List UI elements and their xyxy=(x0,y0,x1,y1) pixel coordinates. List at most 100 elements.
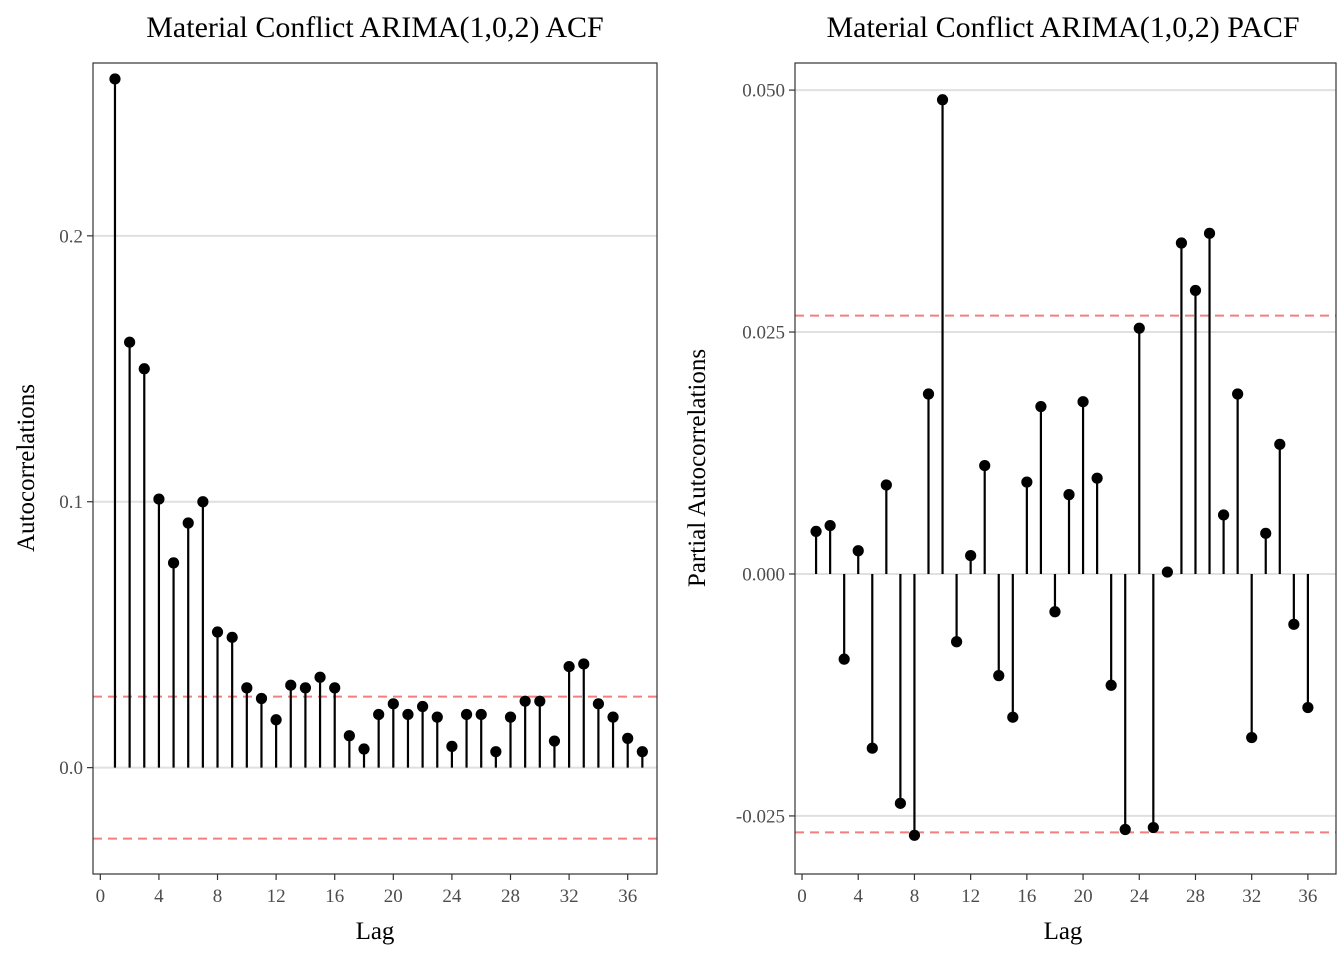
acf-stem-point xyxy=(285,679,297,691)
acf-lag-stem xyxy=(182,517,194,768)
acf-lag-stem xyxy=(417,700,429,768)
acf-lag-stem xyxy=(299,682,312,768)
acf-stem-point xyxy=(431,711,443,723)
acf-stem-point xyxy=(109,73,121,85)
acf-lag-stem xyxy=(431,711,443,768)
acf-lag-stem xyxy=(402,708,414,768)
pacf-lag-stem xyxy=(824,519,836,574)
pacf-stem-point xyxy=(824,519,836,532)
acf-lag-stem xyxy=(504,711,517,768)
acf-stem-point xyxy=(299,682,312,694)
pacf-lag-stem xyxy=(922,388,935,574)
acf-lag-stem xyxy=(607,711,619,768)
acf-stem-point xyxy=(475,708,487,721)
pacf-lag-stem xyxy=(1077,396,1089,574)
pacf-lag-stem xyxy=(1035,400,1047,574)
acf-stem-point xyxy=(314,671,326,683)
acf-y-axis-title: Autocorrelations xyxy=(13,384,40,552)
acf-stem-point xyxy=(124,336,136,348)
pacf-lag-stem xyxy=(1232,388,1244,574)
pacf-lag-stem xyxy=(1021,476,1033,574)
acf-lag-stem xyxy=(241,682,253,768)
pacf-lag-stem xyxy=(936,94,949,574)
acf-y-tick-label: 0.0 xyxy=(59,758,83,779)
pacf-lag-stem xyxy=(1302,573,1314,714)
pacf-plot-frame xyxy=(794,62,1337,875)
pacf-stem-point xyxy=(1091,472,1103,484)
pacf-x-tick-label: 24 xyxy=(1130,886,1150,907)
pacf-x-axis-title: Lag xyxy=(1044,918,1083,945)
acf-lag-stem xyxy=(622,732,634,768)
acf-lag-stem xyxy=(329,682,341,768)
pacf-stem-point xyxy=(1175,237,1188,249)
acf-lag-stem xyxy=(519,695,531,768)
acf-lag-stem xyxy=(548,735,561,768)
acf-x-tick-label: 12 xyxy=(267,886,286,907)
acf-lag-stem xyxy=(475,708,487,768)
acf-lag-stem xyxy=(226,631,238,768)
acf-stem-point xyxy=(373,708,385,721)
acf-stem-point xyxy=(167,557,180,569)
pacf-stem-point xyxy=(1217,509,1230,521)
acf-stem-point xyxy=(592,698,605,710)
acf-stem-point xyxy=(255,692,268,705)
pacf-stem-point xyxy=(1119,823,1131,836)
acf-lag-stem xyxy=(197,496,209,768)
pacf-stem-point xyxy=(1189,284,1202,297)
acf-stem-point xyxy=(446,740,458,752)
acf-lag-stem xyxy=(167,557,180,768)
acf-x-tick-label: 24 xyxy=(442,886,462,907)
acf-lag-stem xyxy=(490,746,502,768)
pacf-x-tick-label: 28 xyxy=(1186,886,1205,907)
pacf-lag-stem xyxy=(894,573,906,809)
acf-y-axis: 0.0 0.1 0.2 xyxy=(59,226,93,779)
acf-plot-frame xyxy=(92,62,658,875)
acf-lag-stem xyxy=(211,626,224,768)
acf-stem-point xyxy=(153,493,165,505)
pacf-lag-stem xyxy=(993,573,1005,682)
pacf-y-axis-title: Partial Autocorrelations xyxy=(684,349,711,587)
acf-x-tick-label: 8 xyxy=(213,886,223,907)
pacf-stem-point xyxy=(1105,679,1117,691)
acf-lag-stem xyxy=(343,730,355,768)
pacf-title: Material Conflict ARIMA(1,0,2) PACF xyxy=(826,11,1299,44)
acf-stem-point xyxy=(578,658,590,670)
pacf-stem-point xyxy=(1161,566,1173,578)
pacf-lag-stem xyxy=(866,573,878,754)
acf-x-axis: 0 4 8 12 16 20 24 28 32 36 xyxy=(96,874,637,907)
pacf-stem-point xyxy=(866,742,878,754)
pacf-lag-stem xyxy=(1105,573,1117,691)
acf-lag-stem xyxy=(255,692,268,768)
acf-x-tick-label: 20 xyxy=(384,886,403,907)
pacf-stem-point xyxy=(965,550,977,562)
acf-stem-point xyxy=(241,682,253,694)
acf-stem-point xyxy=(490,746,502,758)
acf-stems xyxy=(109,73,648,768)
pacf-y-tick-label: 0.050 xyxy=(742,81,785,102)
pacf-lag-stem xyxy=(1189,284,1202,574)
acf-lag-stem xyxy=(285,679,297,768)
pacf-stem-point xyxy=(1035,400,1047,413)
pacf-lag-stem xyxy=(979,459,991,574)
pacf-stem-point xyxy=(979,459,991,472)
pacf-stem-point xyxy=(993,670,1005,682)
acf-lag-stem xyxy=(636,746,648,768)
acf-stem-point xyxy=(358,743,370,755)
acf-stem-point xyxy=(197,496,209,508)
pacf-stem-point xyxy=(1260,527,1272,539)
pacf-lag-stem xyxy=(1147,573,1159,834)
pacf-stems xyxy=(810,94,1314,841)
acf-gridlines xyxy=(93,234,657,769)
acf-stem-point xyxy=(548,735,561,747)
acf-lag-stem xyxy=(563,660,575,768)
acf-x-tick-label: 4 xyxy=(154,886,164,907)
acf-lag-stem xyxy=(153,493,165,768)
pacf-lag-stem xyxy=(1274,438,1286,574)
pacf-x-tick-label: 12 xyxy=(961,886,980,907)
pacf-x-tick-label: 16 xyxy=(1017,886,1036,907)
pacf-y-tick-label: -0.025 xyxy=(736,806,785,827)
pacf-stem-point xyxy=(922,388,935,400)
pacf-x-tick-label: 36 xyxy=(1298,886,1317,907)
acf-lag-stem xyxy=(578,658,590,768)
acf-lag-stem xyxy=(446,740,458,768)
